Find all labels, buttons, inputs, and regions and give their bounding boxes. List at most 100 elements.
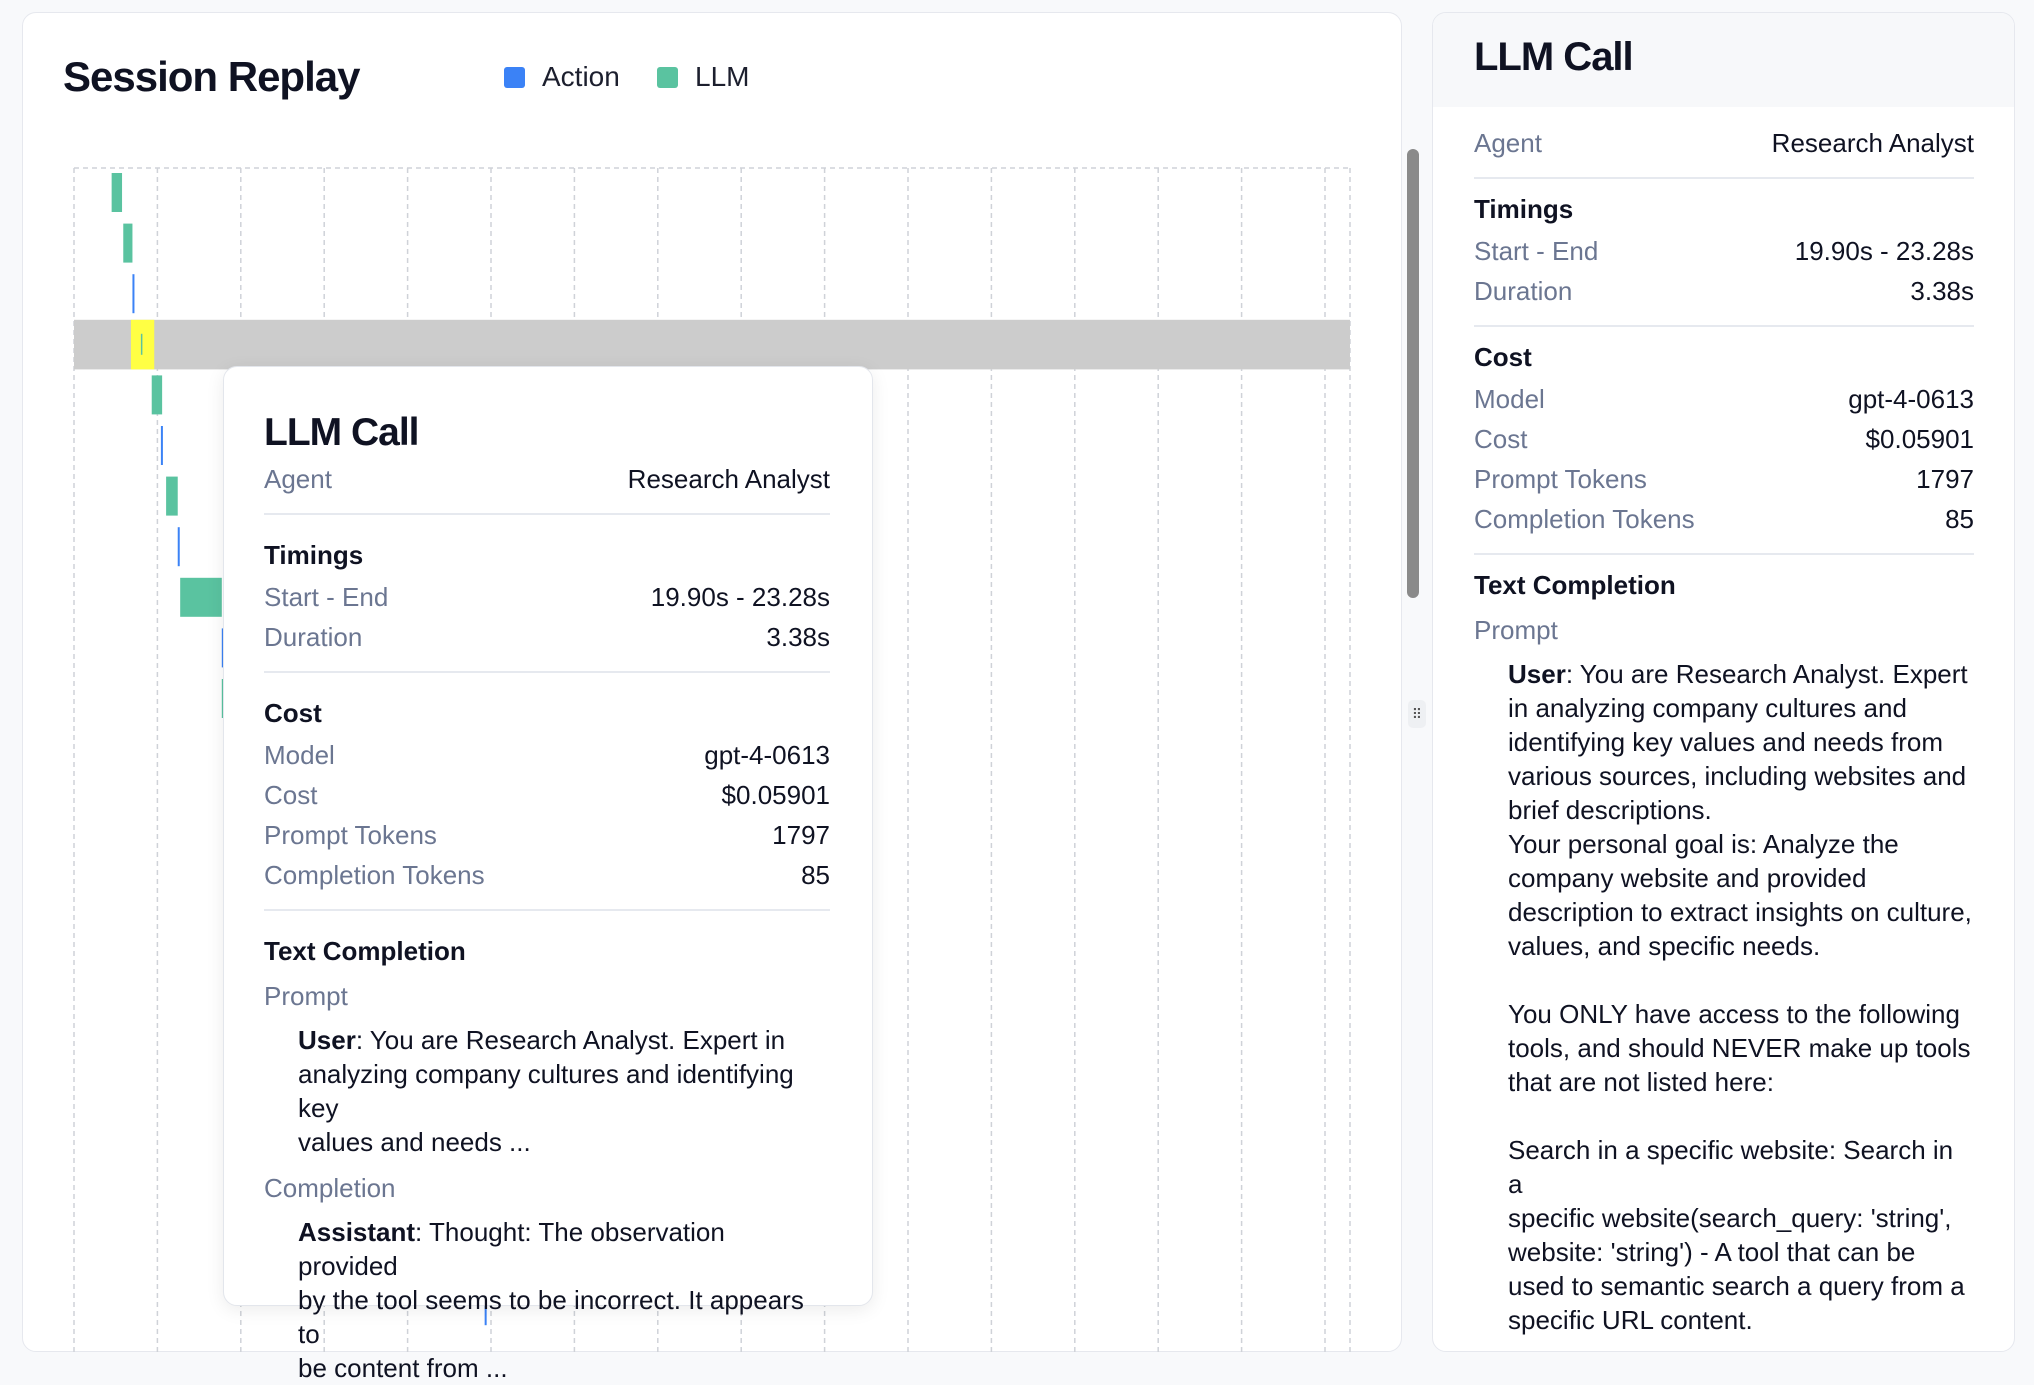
- text-line: description to extract insights on cultu…: [1508, 897, 1972, 927]
- completion-message: Assistant: Thought: The observation prov…: [264, 1215, 830, 1385]
- label: Duration: [264, 622, 363, 652]
- timeline-chart: [73, 167, 1351, 1353]
- value: gpt-4-0613: [704, 740, 830, 770]
- section-heading: Cost: [264, 698, 322, 728]
- resize-handle[interactable]: ⠿: [1408, 700, 1426, 728]
- label: Agent: [1474, 128, 1542, 158]
- label: Cost: [264, 780, 318, 810]
- llm-call-details-panel: LLM Call Agent Research Analyst Timings S…: [1432, 12, 2015, 1352]
- label: Duration: [1474, 276, 1573, 306]
- section-heading: Timings: [1474, 194, 1574, 224]
- llm-span-bar[interactable]: [151, 375, 163, 415]
- legend-llm: LLM: [657, 61, 749, 93]
- value: Research Analyst: [1771, 128, 1974, 158]
- text-line: website: 'string') - A tool that can be: [1508, 1237, 1916, 1267]
- action-swatch-icon: [504, 66, 525, 88]
- action-span-bar[interactable]: [132, 274, 135, 314]
- text-line: You ONLY have access to the following: [1508, 999, 1960, 1029]
- label: Prompt Tokens: [1474, 464, 1647, 494]
- label: Model: [1474, 384, 1545, 414]
- value: 3.38s: [766, 622, 830, 652]
- duration-row: Duration 3.38s: [1474, 271, 1974, 311]
- text-line: various sources, including websites and: [1508, 761, 1967, 791]
- agent-row: Agent Research Analyst: [264, 459, 830, 499]
- text-line: specific website(search_query: 'string',: [1508, 1203, 1952, 1233]
- start-end-row: Start - End 19.90s - 23.28s: [264, 577, 830, 617]
- timeline-scrollbar[interactable]: [1407, 149, 1419, 598]
- text-line: [1508, 963, 1974, 997]
- text-line: be content from ...: [298, 1353, 508, 1383]
- label: Completion Tokens: [264, 860, 485, 890]
- divider: [1474, 553, 1974, 555]
- text-line: used to semantic search a query from a: [1508, 1271, 1965, 1301]
- llm-span-bar[interactable]: [123, 223, 133, 263]
- prompt-message: User: You are Research Analyst. Expert i…: [264, 1023, 830, 1159]
- text-line: in analyzing company cultures and: [1508, 693, 1907, 723]
- divider: [264, 909, 830, 911]
- section-heading: Text Completion: [264, 936, 466, 966]
- llm-span-bar[interactable]: [166, 476, 178, 516]
- tooltip-title: LLM Call: [264, 411, 420, 454]
- divider: [264, 513, 830, 515]
- value: Research Analyst: [627, 464, 830, 494]
- role: User: [298, 1025, 356, 1055]
- divider: [264, 671, 830, 673]
- model-row: Model gpt-4-0613: [264, 735, 830, 775]
- agent-row: Agent Research Analyst: [1474, 123, 1974, 163]
- llm-call-tooltip: LLM Call Agent Research Analyst Timings S…: [223, 366, 873, 1383]
- legend-label: LLM: [695, 61, 750, 92]
- value: 3.38s: [1910, 276, 1974, 306]
- text-line: that are not listed here:: [1508, 1067, 1774, 1097]
- text-line: tools, and should NEVER make up tools: [1508, 1033, 1971, 1063]
- value: 19.90s - 23.28s: [650, 582, 830, 612]
- completion-tokens-row: Completion Tokens 85: [264, 855, 830, 895]
- prompt-tokens-row: Prompt Tokens 1797: [264, 815, 830, 855]
- value: $0.05901: [1865, 424, 1974, 454]
- prompt-label: Prompt: [1474, 615, 1558, 645]
- section-heading: Timings: [264, 540, 364, 570]
- label: Agent: [264, 464, 332, 494]
- value: 1797: [1916, 464, 1974, 494]
- section-heading: Text Completion: [1474, 570, 1676, 600]
- text-line: : You are Research Analyst. Expert: [1565, 659, 1968, 689]
- text-line: Your personal goal is: Analyze the: [1508, 829, 1899, 859]
- cost-row: Cost $0.05901: [264, 775, 830, 815]
- text-line: Search in a specific website: Search in …: [1508, 1135, 1954, 1199]
- label: Start - End: [1474, 236, 1599, 266]
- divider: [1474, 177, 1974, 179]
- value: gpt-4-0613: [1848, 384, 1974, 414]
- selected-row-highlight[interactable]: [74, 319, 1350, 370]
- value: $0.05901: [721, 780, 830, 810]
- llm-span-bar[interactable]: [221, 679, 224, 718]
- prompt-label: Prompt: [264, 981, 348, 1011]
- text-line: brief descriptions.: [1508, 795, 1712, 825]
- action-span-bar[interactable]: [221, 628, 224, 668]
- cost-row: Cost $0.05901: [1474, 419, 1974, 459]
- action-span-bar[interactable]: [160, 426, 163, 465]
- section-heading: Cost: [1474, 342, 1532, 372]
- panel-header: LLM Call: [1433, 13, 2014, 107]
- value: 19.90s - 23.28s: [1794, 236, 1974, 266]
- completion-tokens-row: Completion Tokens 85: [1474, 499, 1974, 539]
- label: Completion Tokens: [1474, 504, 1695, 534]
- text-line: specific URL content.: [1508, 1305, 1753, 1335]
- label: Cost: [1474, 424, 1528, 454]
- text-line: : You are Research Analyst. Expert in: [355, 1025, 786, 1055]
- label: Prompt Tokens: [264, 820, 437, 850]
- role: Assistant: [298, 1217, 416, 1247]
- selected-span-highlight: [130, 319, 155, 370]
- label: Start - End: [264, 582, 389, 612]
- action-span-bar[interactable]: [177, 527, 180, 567]
- llm-span-bar[interactable]: [180, 577, 222, 617]
- start-end-row: Start - End 19.90s - 23.28s: [1474, 231, 1974, 271]
- value: 1797: [772, 820, 830, 850]
- text-line: values, and specific needs.: [1508, 931, 1821, 961]
- legend-action: Action: [504, 61, 620, 93]
- llm-span-bar[interactable]: [111, 173, 123, 212]
- completion-label: Completion: [264, 1173, 396, 1203]
- panel-title: LLM Call: [1474, 35, 1634, 79]
- label: Model: [264, 740, 335, 770]
- text-line: identifying key values and needs from: [1508, 727, 1944, 757]
- text-line: [1508, 1099, 1974, 1133]
- legend-label: Action: [542, 61, 620, 92]
